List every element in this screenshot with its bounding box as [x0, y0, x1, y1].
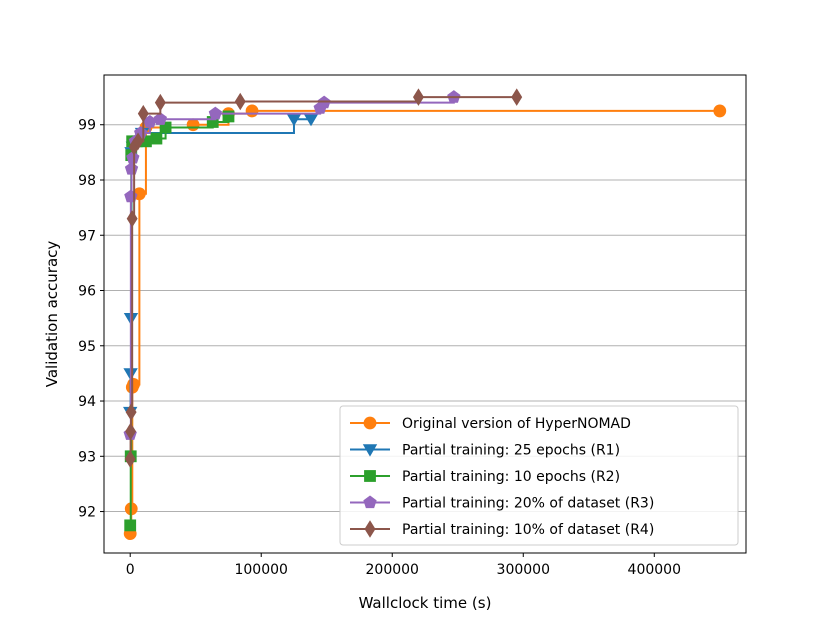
- data-point: [124, 519, 137, 532]
- series-5: [124, 88, 523, 468]
- data-point: [222, 110, 235, 123]
- legend-item: Partial training: 20% of dataset (R3): [350, 496, 654, 512]
- legend-item: Partial training: 10% of dataset (R4): [350, 520, 654, 538]
- data-point: [126, 209, 138, 228]
- x-axis-title: Wallclock time (s): [359, 594, 492, 612]
- x-axis-ticks: 0 100000 200000 300000 400000: [126, 553, 681, 578]
- data-point: [186, 118, 200, 132]
- legend-marker: [363, 416, 377, 430]
- legend-label: Partial training: 10 epochs (R2): [402, 469, 620, 485]
- data-point: [154, 93, 166, 112]
- data-point: [126, 150, 140, 164]
- legend-marker: [364, 470, 376, 482]
- data-point: [245, 104, 259, 118]
- legend-item: Partial training: 10 epochs (R2): [350, 469, 620, 485]
- data-point: [137, 104, 149, 123]
- data-point: [150, 132, 163, 145]
- data-point: [511, 88, 523, 106]
- legend-label: Partial training: 10% of dataset (R4): [402, 522, 654, 538]
- x-tick-label: 200000: [366, 562, 419, 578]
- x-tick-label: 0: [126, 562, 135, 578]
- y-tick-label: 99: [78, 118, 96, 134]
- legend-marker: [363, 495, 377, 509]
- y-tick-label: 96: [78, 284, 96, 300]
- data-point: [127, 378, 140, 391]
- y-tick-label: 94: [78, 394, 96, 410]
- legend-item: Partial training: 25 epochs (R1): [350, 443, 620, 459]
- data-point: [125, 403, 137, 421]
- legend-marker: [364, 520, 376, 538]
- legend: Original version of HyperNOMAD Partial tr…: [339, 405, 739, 546]
- data-point: [234, 92, 246, 111]
- y-tick-label: 95: [78, 339, 96, 355]
- y-axis-ticks: 92 93 94 95 96 97 98 99: [78, 118, 104, 521]
- data-point: [153, 112, 167, 125]
- data-point: [412, 88, 424, 106]
- legend-label: Partial training: 20% of dataset (R3): [402, 496, 654, 512]
- y-tick-label: 92: [78, 505, 96, 521]
- data-point: [208, 106, 223, 120]
- legend-label: Partial training: 25 epochs (R1): [402, 443, 620, 459]
- data-point: [125, 422, 137, 441]
- legend-item: Original version of HyperNOMAD: [350, 416, 631, 432]
- data-point: [132, 132, 144, 151]
- y-axis-title: Validation accuracy: [43, 241, 61, 388]
- x-tick-label: 300000: [497, 562, 550, 578]
- plot-frame: [103, 74, 747, 554]
- y-tick-label: 97: [78, 228, 96, 244]
- legend-box: [339, 405, 739, 546]
- legend-label: Original version of HyperNOMAD: [402, 416, 631, 432]
- series-group: [123, 88, 727, 541]
- x-tick-label: 100000: [234, 562, 287, 578]
- y-tick-label: 98: [78, 173, 96, 189]
- x-tick-label: 400000: [628, 562, 681, 578]
- legend-marker: [362, 444, 378, 457]
- data-point: [124, 450, 136, 468]
- data-point: [713, 104, 727, 118]
- data-point: [159, 121, 172, 134]
- y-tick-label: 93: [78, 449, 96, 465]
